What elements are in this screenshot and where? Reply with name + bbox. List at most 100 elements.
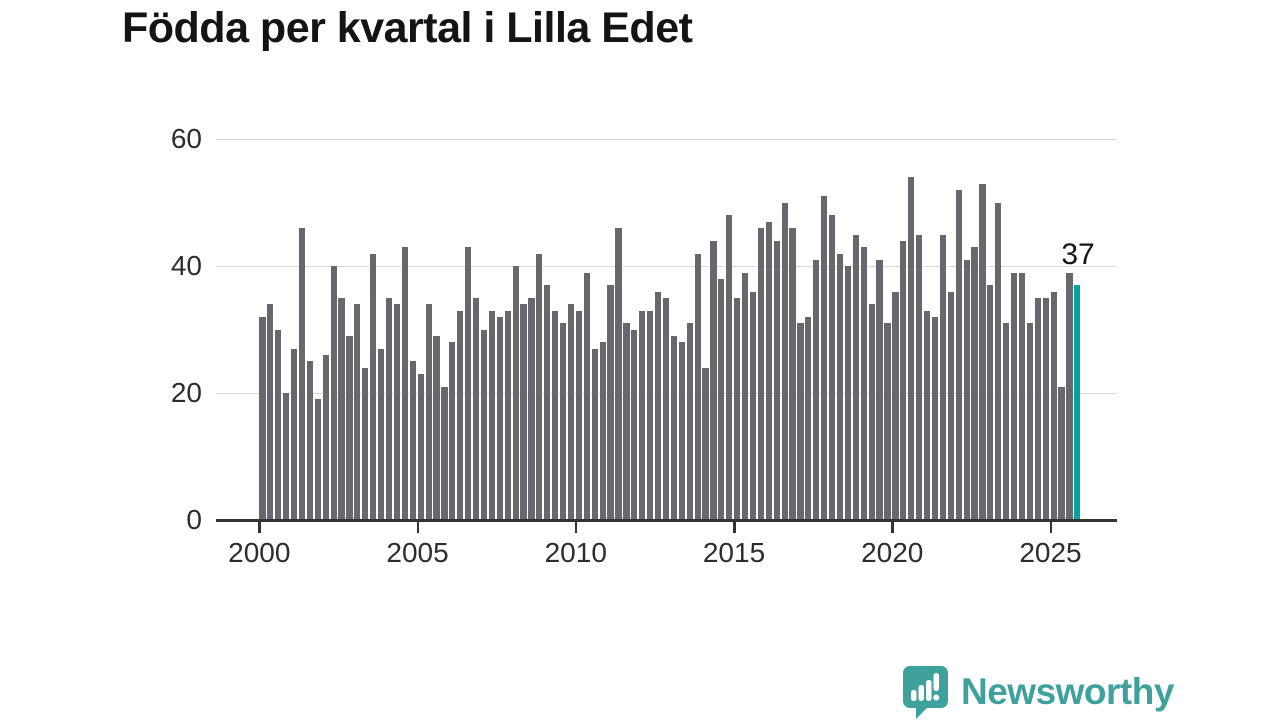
bar	[844, 266, 852, 520]
x-axis-tick	[574, 522, 578, 533]
bar	[528, 297, 535, 520]
bar	[330, 266, 337, 520]
bar	[362, 367, 369, 520]
bar	[480, 329, 488, 520]
bar	[354, 304, 361, 520]
bar	[765, 221, 772, 520]
bar	[718, 278, 725, 520]
bar	[923, 310, 931, 520]
bar	[370, 253, 377, 520]
bar	[662, 297, 670, 520]
bar	[409, 361, 416, 520]
bar	[860, 247, 867, 520]
bar	[939, 234, 946, 520]
bar	[781, 202, 788, 521]
bar	[457, 310, 464, 520]
bar	[678, 342, 685, 520]
bar	[504, 310, 511, 520]
bar	[868, 304, 875, 520]
x-axis-line	[216, 519, 1117, 522]
x-axis-tick	[258, 522, 261, 533]
bar	[306, 361, 314, 520]
bar	[647, 310, 654, 520]
bar	[425, 304, 432, 520]
x-axis-tick	[1049, 522, 1052, 533]
bar	[433, 336, 440, 520]
bar	[797, 323, 804, 520]
bar	[346, 336, 353, 520]
bar	[1010, 272, 1018, 520]
bar	[694, 253, 701, 520]
bar	[979, 183, 986, 520]
bar	[496, 317, 503, 520]
bar	[275, 329, 282, 520]
bar	[876, 259, 883, 520]
bar	[465, 247, 472, 520]
bar	[852, 234, 859, 520]
gridline	[216, 139, 1117, 141]
newsworthy-logo: Newsworthy	[901, 664, 1174, 719]
bar	[757, 228, 765, 520]
x-axis-tick-label: 2000	[228, 537, 291, 568]
bar	[385, 297, 393, 520]
bar	[726, 215, 733, 520]
chart-title: Födda per kvartal i Lilla Edet	[122, 4, 693, 52]
bar	[971, 247, 978, 520]
bar	[995, 202, 1002, 521]
bar	[417, 374, 424, 520]
bar	[283, 393, 290, 520]
bar	[805, 317, 812, 520]
bar	[670, 336, 677, 520]
bar	[401, 247, 408, 520]
bar	[931, 317, 939, 520]
bar	[599, 342, 606, 520]
bar	[908, 177, 915, 520]
bar	[987, 285, 994, 520]
bar	[1066, 272, 1073, 520]
bar	[472, 297, 480, 520]
bar	[338, 297, 345, 520]
y-axis-tick-label: 20	[170, 377, 202, 409]
bar	[290, 348, 298, 520]
x-axis-tick	[891, 522, 894, 533]
bar	[322, 355, 329, 520]
bar	[441, 386, 448, 520]
bar	[615, 228, 622, 520]
bar	[1026, 323, 1034, 520]
bar	[298, 228, 306, 520]
bar	[623, 323, 630, 520]
bar	[512, 266, 519, 520]
bar-highlight	[1074, 285, 1081, 520]
x-axis-tick-label: 2020	[861, 537, 924, 568]
x-axis-tick-label: 2005	[386, 537, 449, 568]
bar	[892, 291, 899, 520]
bar	[955, 190, 962, 520]
bar	[393, 304, 401, 520]
bar	[821, 196, 828, 520]
bar	[1003, 323, 1010, 520]
bar	[560, 323, 567, 520]
y-axis-tick-label: 0	[186, 504, 202, 535]
bar	[813, 259, 820, 520]
y-axis-tick-label: 60	[170, 123, 202, 155]
bar	[1050, 291, 1057, 520]
bar	[639, 310, 646, 520]
bar	[314, 399, 321, 520]
x-axis-tick-label: 2010	[544, 537, 607, 568]
gridline	[216, 266, 1117, 268]
bar	[963, 259, 970, 520]
bar	[741, 272, 749, 520]
bar	[947, 291, 954, 520]
bar	[773, 240, 780, 520]
bar	[884, 323, 891, 520]
x-axis-tick-label: 2025	[1019, 537, 1082, 568]
bar	[575, 310, 583, 520]
bar	[900, 240, 907, 520]
bar	[916, 234, 923, 520]
bar	[749, 291, 757, 520]
bar	[1034, 297, 1041, 520]
y-axis-tick-label: 40	[170, 250, 202, 282]
bar	[1042, 297, 1049, 520]
